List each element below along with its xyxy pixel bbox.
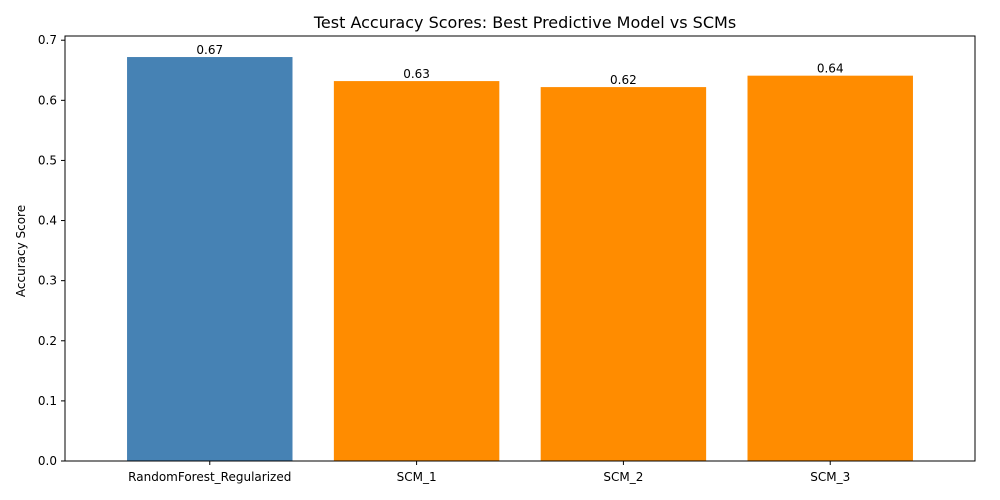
data-label-SCM_1: 0.63	[403, 67, 430, 81]
y-tick-label-0.3: 0.3	[38, 274, 57, 288]
y-tick-label-0.5: 0.5	[38, 153, 57, 167]
plot-frame	[64, 35, 976, 462]
chart-title: Test Accuracy Scores: Best Predictive Mo…	[313, 13, 736, 32]
y-tick-label-0.7: 0.7	[38, 33, 57, 47]
x-tick-label-SCM_2: SCM_2	[603, 470, 643, 484]
x-tick-label-SCM_1: SCM_1	[397, 470, 437, 484]
data-label-SCM_3: 0.64	[817, 62, 844, 76]
y-axis: 0.0 0.1 0.2 0.3 0.4 0.5 0.6 0.7	[38, 33, 65, 468]
y-tick-label-0.0: 0.0	[38, 454, 57, 468]
data-labels-group: 0.67 0.63 0.62 0.64	[196, 43, 843, 87]
bar-RandomForest_Regularized	[127, 57, 293, 461]
x-tick-label-SCM_3: SCM_3	[810, 470, 850, 484]
y-tick-label-0.2: 0.2	[38, 334, 57, 348]
x-tick-label-RandomForest_Regularized: RandomForest_Regularized	[128, 470, 291, 484]
y-axis-label: Accuracy Score	[14, 205, 28, 297]
bar-SCM_1	[333, 81, 500, 461]
bar-SCM_2	[540, 87, 707, 461]
y-tick-label-0.4: 0.4	[38, 214, 57, 228]
bars-group	[127, 57, 913, 461]
y-tick-label-0.6: 0.6	[38, 93, 57, 107]
y-tick-label-0.1: 0.1	[38, 394, 57, 408]
data-label-RandomForest_Regularized: 0.67	[196, 43, 223, 57]
bar-SCM_3	[747, 75, 913, 461]
x-axis: RandomForest_Regularized SCM_1 SCM_2 SCM_3	[128, 461, 850, 484]
data-label-SCM_2: 0.62	[610, 73, 637, 87]
